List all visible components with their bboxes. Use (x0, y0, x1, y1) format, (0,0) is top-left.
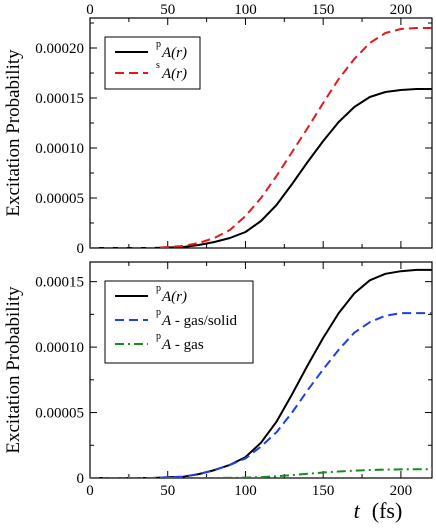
series-line-1 (90, 88, 432, 248)
y-axis-label: Excitation Probability (3, 286, 24, 454)
plot-frame (89, 17, 433, 249)
legend-label: A(r) (161, 66, 187, 82)
legend-label-text: - gas (171, 337, 204, 353)
chart-panel-1: 0 50 100 150 200 0 0.00005 0.00010 0.00015 0.0002… (3, 2, 433, 257)
legend: pA(r)sA(r) (104, 36, 201, 90)
y-tick-label: 0.00005 (35, 406, 84, 422)
legend-label: A - gas/solid (161, 313, 238, 329)
legend-sup: s (156, 60, 160, 71)
x-axis-unit: (fs) (372, 498, 403, 523)
x-tick-label: 200 (390, 483, 413, 499)
y-tick-label: 0.00015 (35, 91, 84, 107)
y-tick-label: 0 (77, 241, 85, 257)
y-tick-label: 0.00020 (35, 41, 84, 57)
legend-label-symbol: A (161, 337, 172, 353)
x-tick-label: 0 (86, 483, 94, 499)
y-axis-label: Excitation Probability (3, 49, 24, 217)
x-axis-label: t (fs) (354, 498, 403, 523)
legend-sup: p (156, 307, 161, 318)
y-tick-label: 0.00010 (35, 141, 84, 157)
legend-label: A(r) (161, 289, 187, 305)
legend-sup: p (156, 39, 161, 50)
y-tick-label: 0.00010 (35, 340, 84, 356)
x-tick-label: 100 (234, 2, 257, 18)
x-axis-symbol: t (354, 498, 361, 523)
legend-label-symbol: A (161, 313, 172, 329)
y-tick-label: 0.00015 (35, 275, 84, 291)
legend-label-text: - gas/solid (171, 313, 237, 329)
plot-frame (89, 261, 433, 479)
chart-panel-2: 0 50 100 150 200 0 0.00005 0.00010 0.00015 Excita… (3, 261, 433, 523)
legend-label: A - gas (161, 337, 204, 353)
legend-label: A(r) (161, 45, 187, 61)
y-tick-label: 0 (77, 471, 85, 487)
series-line-2 (90, 312, 432, 478)
legend-sup: p (156, 283, 161, 294)
series-line-2 (90, 27, 432, 248)
legend-sup: p (156, 331, 161, 342)
x-tick-label: 150 (312, 483, 335, 499)
x-tick-label: 200 (390, 2, 413, 18)
x-tick-label: 50 (160, 2, 175, 18)
x-tick-label: 0 (86, 2, 94, 18)
x-tick-label: 100 (234, 483, 257, 499)
y-tick-label: 0.00005 (35, 191, 84, 207)
x-tick-label: 50 (160, 483, 175, 499)
legend-box (104, 280, 254, 364)
x-tick-label: 150 (312, 2, 335, 18)
legend-box (104, 36, 201, 90)
series-line-3 (90, 468, 432, 478)
